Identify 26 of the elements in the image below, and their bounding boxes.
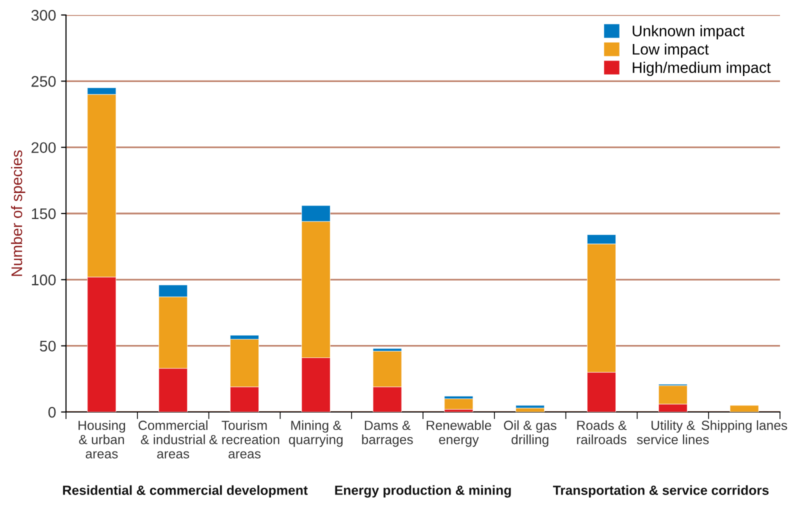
y-tick-label: 300 (31, 10, 56, 21)
text: Energy production & mining (335, 485, 511, 498)
legend-label: Unknown impact (632, 25, 744, 40)
y-tick-label: 150 (32, 208, 56, 220)
y-tick-label: 100 (32, 274, 56, 286)
y-tick-label: 200 (32, 142, 56, 154)
y-tick-label: 250 (32, 76, 56, 87)
y-tick-label: 50 (40, 340, 56, 352)
bar (730, 405, 759, 412)
x-tick-label: Housing & urban areas (78, 420, 126, 458)
y-tick-label: 0 (48, 406, 56, 418)
legend-label: High/medium impact (632, 62, 771, 76)
x-tick-label: Renewable energy (426, 420, 492, 447)
x-tick-label: Shipping lanes (702, 420, 788, 433)
y-axis-title: Number of species (10, 150, 26, 276)
x-tick-label: Oil & gas drilling (504, 420, 556, 447)
x-tick-label: Roads & railroads (577, 420, 627, 444)
legend-label: Low impact (632, 43, 709, 58)
text: Residential & commercial development (63, 485, 308, 498)
x-tick-label: Dams & barrages (362, 420, 413, 447)
x-tick-label: Commercial & industrial areas (138, 420, 208, 458)
x-tick-label: Mining & quarrying (288, 420, 343, 447)
text: Transportation & service corridors (553, 485, 769, 498)
bar (444, 398, 474, 410)
bar (516, 405, 545, 408)
x-tick-label: Tourism & recreation areas (209, 420, 280, 458)
